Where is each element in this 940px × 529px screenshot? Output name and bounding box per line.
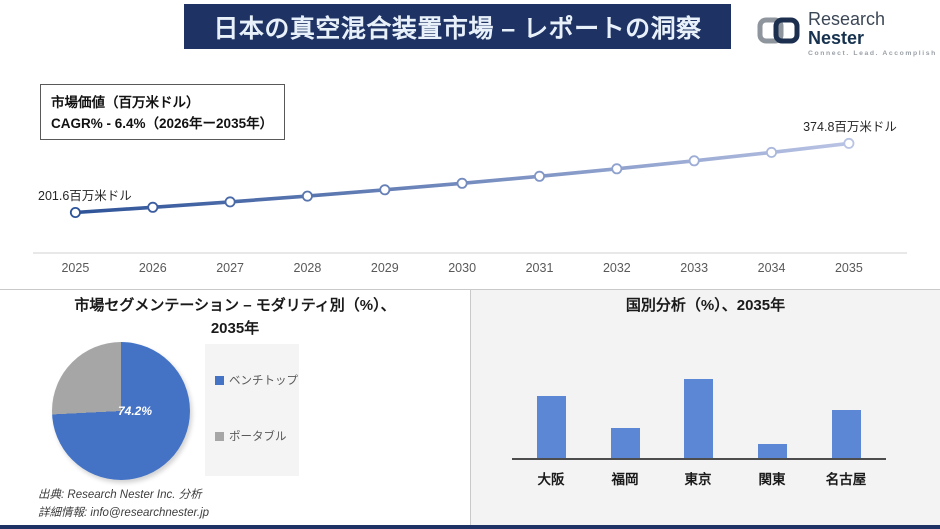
market-value-cagr-box: 市場価値（百万米ドル） CAGR% - 6.4%（2026年ー2035年） (40, 84, 285, 140)
year-tick-label: 2030 (448, 261, 476, 275)
bar-category-label: 名古屋 (825, 472, 867, 487)
data-point-marker (688, 155, 700, 167)
bar (683, 379, 713, 459)
country-bar-chart (514, 364, 886, 459)
legend-item: ポータブル (215, 428, 299, 444)
year-tick-label: 2032 (603, 261, 631, 275)
data-point-marker (534, 170, 546, 182)
segmentation-chart-title: 市場セグメンテーション – モダリティ別（%）、 2035年 (74, 297, 396, 337)
year-tick-label: 2034 (758, 261, 786, 275)
year-tick-label: 2028 (294, 261, 322, 275)
bar-category-label: 関東 (758, 472, 786, 487)
contact-line: 詳細情報: info@researchnester.jp (38, 507, 210, 519)
country-chart-title: 国別分析（%）、2035年 (625, 297, 786, 314)
start-value-label: 201.6百万米ドル (38, 189, 132, 203)
data-point-marker (379, 184, 391, 196)
legend-item: ベンチトップ (215, 372, 299, 388)
bar (536, 396, 566, 459)
data-point-marker (843, 137, 855, 149)
year-tick-label: 2035 (835, 261, 863, 275)
source-line: 出典: Research Nester Inc. 分析 (38, 489, 202, 501)
vertical-divider (470, 290, 471, 525)
legend-label: ポータブル (229, 431, 287, 443)
source-note: 出典: Research Nester Inc. 分析 詳細情報: info@r… (38, 486, 209, 522)
research-nester-logo: Research Nester Connect. Lead. Accomplis… (756, 10, 940, 57)
data-point-marker (766, 146, 778, 158)
year-tick-label: 2025 (61, 261, 89, 275)
bar-category-label: 大阪 (537, 472, 565, 487)
modality-pie-chart (52, 342, 190, 480)
bar-category-label: 東京 (684, 472, 712, 487)
data-point-marker (224, 196, 236, 208)
data-point-marker (456, 177, 468, 189)
year-tick-label: 2029 (371, 261, 399, 275)
chain-link-logo-icon (756, 13, 802, 54)
title-banner: 日本の真空混合装置市場 – レポートの洞察 (184, 4, 731, 49)
bar-category-label: 福岡 (611, 472, 639, 487)
year-tick-label: 2027 (216, 261, 244, 275)
page-title: 日本の真空混合装置市場 – レポートの洞察 (213, 14, 702, 43)
legend-swatch-icon (215, 431, 224, 441)
market-forecast-line-chart: 2025 2026 2027 2028 2029 2030 2031 2032 2033 2034… (33, 120, 907, 275)
logo-text: Research Nester Connect. Lead. Accomplis… (808, 9, 940, 58)
bar (610, 428, 640, 459)
year-tick-label: 2033 (680, 261, 708, 275)
horizontal-divider (0, 289, 940, 290)
data-point-marker (69, 206, 81, 218)
pie-data-label: 74.2% (118, 404, 153, 418)
market-value-label: 市場価値（百万米ドル） (51, 95, 200, 110)
footer-accent-bar (0, 525, 940, 529)
year-tick-label: 2031 (526, 261, 554, 275)
bar (757, 443, 787, 459)
bar (831, 410, 861, 459)
data-point-marker (611, 163, 623, 175)
legend-label: ベンチトップ (229, 375, 298, 387)
logo-tagline: Connect. Lead. Accomplish (808, 50, 937, 57)
bar-chart-axis-line (512, 458, 886, 460)
end-value-label: 374.8百万米ドル (803, 120, 897, 134)
data-point-marker (147, 201, 159, 213)
legend-swatch-icon (215, 375, 224, 385)
pie-legend: ベンチトップ ポータブル (205, 344, 299, 476)
logo-brand-name: Research Nester (808, 9, 886, 48)
data-point-marker (301, 190, 313, 202)
year-tick-label: 2026 (139, 261, 167, 275)
cagr-label: CAGR% - 6.4%（2026年ー2035年） (51, 116, 274, 131)
